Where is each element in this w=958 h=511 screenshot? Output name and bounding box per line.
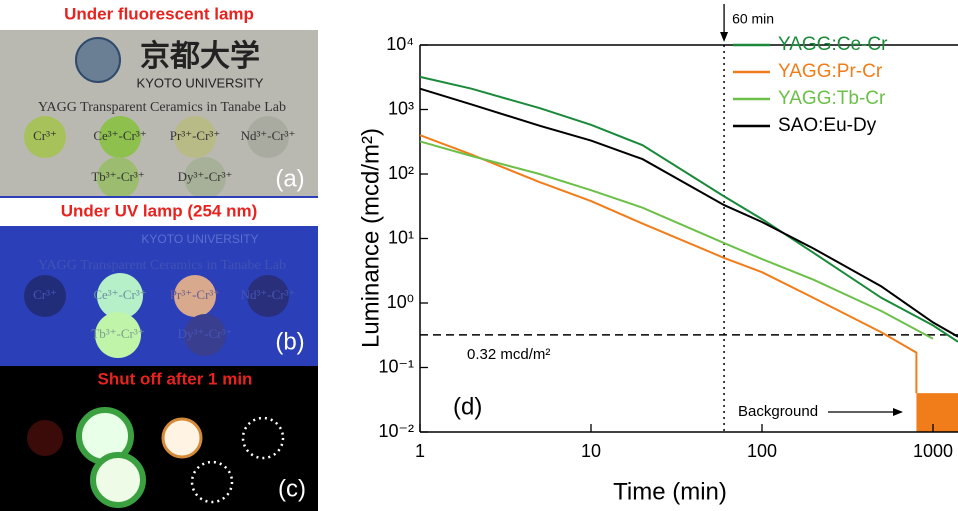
sample-label: Ce³⁺-Cr³⁺ <box>93 287 146 302</box>
y-tick-label: 10¹ <box>388 227 414 247</box>
sample-label: Dy³⁺-Cr³⁺ <box>178 326 233 341</box>
y-axis-title: Luminance (mcd/m²) <box>357 128 384 348</box>
sample <box>174 275 216 317</box>
chart: Background 1 10 100 1000 10⁴ 10³ 10² 10¹ 10⁰ 10⁻¹ 1… <box>357 4 958 505</box>
university: KYOTO UNIVERSITY <box>137 75 264 90</box>
panel-title: Shut off after 1 min <box>98 369 253 388</box>
sample-label: Pr³⁺-Cr³⁺ <box>170 287 220 302</box>
sample <box>24 275 66 317</box>
y-tick-label: 10⁰ <box>387 292 414 312</box>
sample <box>174 116 216 158</box>
arrow-head <box>893 408 903 416</box>
series-line <box>419 75 958 343</box>
background-label: Background <box>738 403 818 420</box>
panel-label: (a) <box>275 165 304 192</box>
arrow-head <box>720 32 729 42</box>
sample-label: Nd³⁺-Cr³⁺ <box>241 128 296 143</box>
sample-label: Nd³⁺-Cr³⁺ <box>241 287 296 302</box>
x-tick-label: 10 <box>581 441 601 461</box>
legend-label: SAO:Eu-Dy <box>778 115 877 136</box>
panel-title: Under UV lamp (254 nm) <box>61 201 258 220</box>
series-line <box>419 140 934 340</box>
x-tick-label: 1000 <box>913 441 953 461</box>
reference-label: 60 min <box>732 11 774 27</box>
sample <box>97 273 143 319</box>
legend-label: YAGG:Ce-Cr <box>778 34 888 55</box>
y-tick-label: 10⁻¹ <box>378 356 414 376</box>
sample <box>97 157 139 199</box>
sample <box>24 116 66 158</box>
sample-label: Ce³⁺-Cr³⁺ <box>93 128 146 143</box>
sample <box>247 116 289 158</box>
panel-label: (b) <box>275 328 304 355</box>
photo <box>0 30 318 196</box>
series-line <box>419 134 918 394</box>
sample <box>161 417 203 459</box>
y-tick-label: 10³ <box>388 98 414 118</box>
x-axis-title: Time (min) <box>613 478 727 505</box>
title-band <box>0 0 318 30</box>
x-tick-label: 1 <box>415 441 425 461</box>
sample <box>90 452 146 508</box>
sample-outline <box>190 460 234 504</box>
sample <box>95 312 141 358</box>
x-tick-label: 100 <box>747 441 777 461</box>
panel-label: (d) <box>453 393 482 420</box>
sample-label: Cr³⁺ <box>33 287 57 302</box>
sample-label: Cr³⁺ <box>33 128 57 143</box>
sample <box>184 157 226 199</box>
sample-label: Tb³⁺-Cr³⁺ <box>91 326 144 341</box>
caption: YAGG Transparent Ceramics in Tanabe Lab <box>38 100 286 115</box>
legend-label: YAGG:Tb-Cr <box>778 88 886 109</box>
sample-label: Pr³⁺-Cr³⁺ <box>170 128 220 143</box>
sample <box>247 275 289 317</box>
logo-text: 京都大学 <box>140 39 260 73</box>
sample <box>27 420 63 456</box>
sample-label: Tb³⁺-Cr³⁺ <box>91 169 144 184</box>
reference-label: 0.32 mcd/m² <box>467 346 550 363</box>
panel-title: Under fluorescent lamp <box>64 4 254 23</box>
sample-label: Dy³⁺-Cr³⁺ <box>178 169 233 184</box>
university: KYOTO UNIVERSITY <box>141 232 258 246</box>
background-block <box>916 393 958 432</box>
caption: YAGG Transparent Ceramics in Tanabe Lab <box>38 258 286 273</box>
legend-label: YAGG:Pr-Cr <box>778 61 883 82</box>
sample <box>99 116 141 158</box>
y-tick-label: 10⁻² <box>378 421 414 441</box>
y-tick-label: 10² <box>388 163 414 183</box>
title-band <box>0 198 318 226</box>
panel-label: (c) <box>278 475 306 502</box>
sample-outline <box>241 416 285 460</box>
y-tick-label: 10⁴ <box>386 34 414 54</box>
sample <box>184 314 226 356</box>
logo <box>75 37 121 83</box>
series-line <box>419 87 958 338</box>
